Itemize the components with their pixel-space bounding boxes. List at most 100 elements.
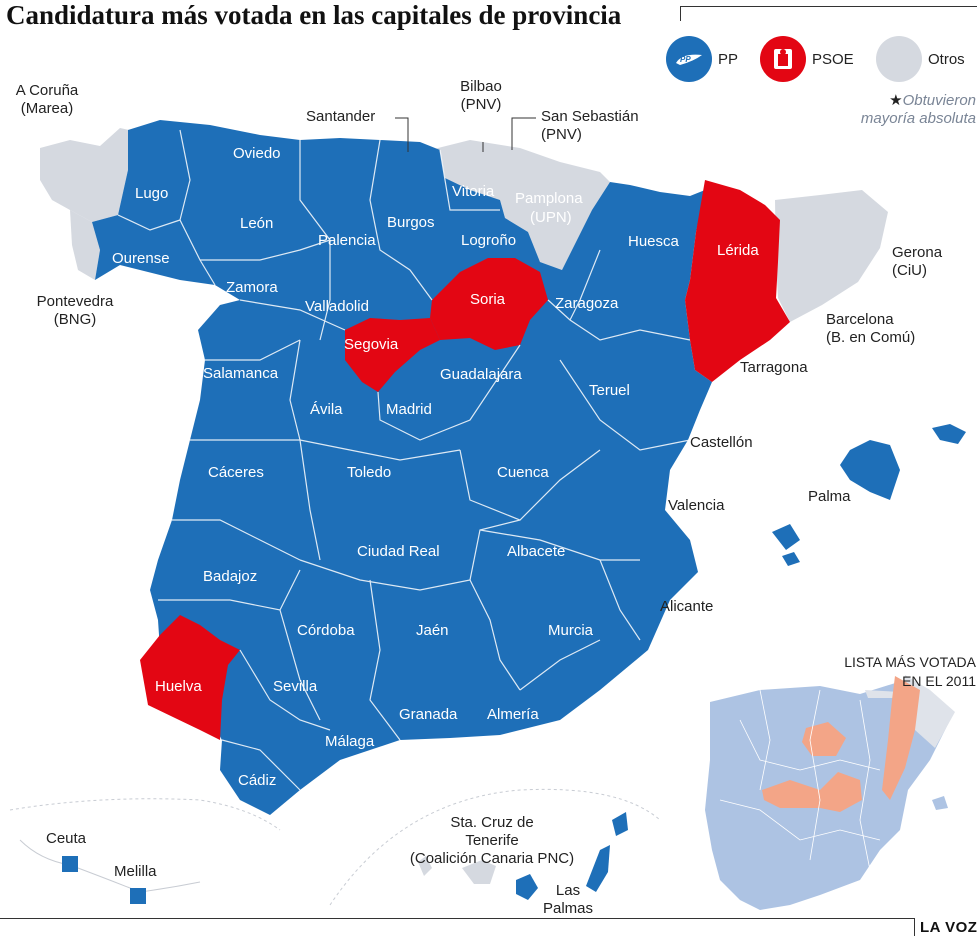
legend-label-otros: Otros — [928, 50, 965, 68]
region-fuerteventura-pp — [586, 845, 610, 892]
label-lugo: Lugo — [135, 185, 169, 202]
inset-title: LISTA MÁS VOTADA EN EL 2011 — [844, 654, 976, 689]
label-las-palmas: Las Palmas — [542, 882, 594, 917]
region-gran-canaria-pp — [516, 874, 538, 900]
title-rule — [680, 6, 977, 21]
legend: PP PP PSOE Otros — [666, 36, 980, 84]
label-guadalajara: Guadalajara — [440, 366, 522, 383]
note-line1: Obtuvieron — [902, 92, 976, 109]
region-soria-psoe — [430, 258, 548, 350]
label-teruel: Teruel — [589, 382, 630, 399]
label-santander: Santander — [306, 108, 376, 125]
region-basque-otros — [430, 140, 610, 270]
label-a-coruna: A Coruña (Marea) — [15, 82, 79, 117]
label-valladolid: Valladolid — [305, 298, 369, 315]
label-huelva: Huelva — [155, 678, 202, 695]
label-san-sebastian: San Sebastián (PNV) — [541, 108, 639, 143]
label-pontevedra: Pontevedra (BNG) — [36, 293, 114, 328]
label-ciudad-real: Ciudad Real — [357, 543, 440, 560]
label-barcelona: Barcelona (B. en Comú) — [826, 311, 916, 346]
region-segovia-psoe — [345, 318, 440, 392]
ceuta-marker-pp — [62, 856, 78, 872]
label-caceres: Cáceres — [208, 464, 264, 481]
footer-rule — [0, 918, 914, 919]
star-icon: ★ — [889, 92, 903, 109]
label-alicante: Alicante — [660, 598, 714, 615]
label-palencia: Palencia — [318, 232, 376, 249]
region-mallorca-pp — [840, 440, 900, 500]
leader-lines — [395, 117, 536, 152]
label-badajoz: Badajoz — [203, 568, 258, 585]
label-oviedo: Oviedo — [233, 145, 281, 162]
label-almeria: Almería — [487, 706, 539, 723]
label-jaen: Jaén — [416, 622, 449, 639]
otros-dot-icon — [876, 36, 922, 82]
pp-logo-icon: PP — [666, 36, 712, 82]
region-pontevedra-otros — [70, 210, 100, 280]
label-ceuta: Ceuta — [46, 830, 87, 847]
label-palma: Palma — [808, 488, 851, 505]
africa-coast — [19, 839, 201, 893]
label-huesca: Huesca — [628, 233, 679, 250]
label-bilbao: Bilbao (PNV) — [460, 78, 502, 113]
label-cadiz: Cádiz — [238, 772, 277, 789]
label-burgos: Burgos — [387, 214, 435, 231]
label-ourense: Ourense — [112, 250, 170, 267]
label-zaragoza: Zaragoza — [555, 295, 619, 312]
strait-frame — [9, 798, 281, 831]
label-malaga: Málaga — [325, 733, 375, 750]
label-zamora: Zamora — [226, 279, 278, 296]
label-vitoria: Vitoria — [452, 183, 495, 200]
label-lerida: Lérida — [717, 242, 759, 259]
label-pamplona: Pamplona — [515, 190, 583, 207]
melilla-marker-pp — [130, 888, 146, 904]
label-sevilla: Sevilla — [273, 678, 318, 695]
legend-label-psoe: PSOE — [812, 50, 854, 68]
label-granada: Granada — [399, 706, 458, 723]
label-logrono: Logroño — [461, 232, 517, 249]
region-huelva-psoe — [140, 615, 240, 740]
inset-map-2011 — [705, 675, 955, 910]
legend-item-psoe: PSOE — [760, 36, 854, 82]
label-albacete: Albacete — [507, 543, 566, 560]
svg-text:PP: PP — [680, 55, 691, 64]
label-avila: Ávila — [310, 401, 343, 418]
label-pamplona-party: (UPN) — [530, 209, 572, 226]
label-leon: León — [240, 215, 274, 232]
legend-note: ★Obtuvieron mayoría absoluta — [826, 92, 976, 128]
footer-brand: LA VOZ — [920, 919, 978, 936]
label-tarragona: Tarragona — [740, 359, 808, 376]
label-cordoba: Córdoba — [297, 622, 355, 639]
label-gerona: Gerona (CiU) — [892, 244, 943, 279]
label-cuenca: Cuenca — [497, 464, 549, 481]
region-formentera-pp — [782, 552, 800, 566]
legend-label-pp: PP — [718, 50, 739, 68]
label-castellon: Castellón — [690, 434, 753, 451]
label-santa-cruz: Sta. Cruz de Tenerife (Coalición Canaria P… — [409, 814, 575, 867]
province-borders — [117, 129, 691, 791]
label-toledo: Toledo — [347, 464, 392, 481]
label-valencia: Valencia — [668, 497, 725, 514]
region-la-palma-otros — [418, 856, 432, 876]
region-menorca-pp — [932, 424, 966, 444]
legend-item-pp: PP PP — [666, 36, 738, 82]
label-murcia: Murcia — [548, 622, 594, 639]
region-ibiza-pp — [772, 524, 800, 550]
region-catalonia-otros — [775, 190, 888, 322]
region-lanzarote-pp — [612, 812, 628, 836]
region-tenerife-otros — [462, 860, 496, 884]
region-galicia-otros — [40, 128, 138, 222]
psoe-logo-icon — [760, 36, 806, 82]
label-segovia: Segovia — [344, 336, 399, 353]
footer-tick — [914, 918, 915, 936]
note-line2: mayoría absoluta — [860, 110, 976, 127]
label-melilla: Melilla — [114, 863, 157, 880]
canarias-frame — [329, 788, 661, 906]
label-soria: Soria — [470, 291, 506, 308]
page-title: Candidatura más votada en las capitales … — [6, 0, 622, 30]
label-salamanca: Salamanca — [203, 365, 279, 382]
region-pp-mainland — [92, 120, 712, 815]
label-madrid: Madrid — [386, 401, 432, 418]
region-catalonia-psoe — [685, 180, 790, 382]
